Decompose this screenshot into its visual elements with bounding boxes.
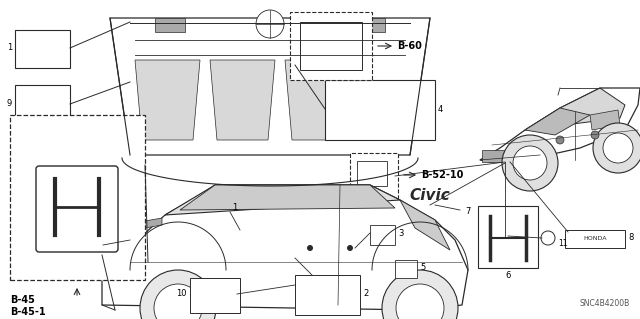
Bar [482,150,504,162]
Bar [10,115,145,280]
Polygon shape [102,185,468,310]
Circle shape [513,146,547,180]
Bar [355,18,385,32]
Text: Civic: Civic [410,188,451,203]
Text: B-45: B-45 [10,295,35,305]
Polygon shape [145,218,162,228]
Polygon shape [135,60,200,140]
Circle shape [347,245,353,251]
Polygon shape [210,60,275,140]
Text: 7: 7 [465,207,470,217]
Bar [190,278,240,313]
Polygon shape [400,200,450,250]
Text: 4: 4 [438,105,444,114]
Bar [565,230,625,248]
Polygon shape [180,185,395,210]
Bar [15,85,70,123]
Circle shape [154,284,202,319]
Bar [357,161,387,186]
Text: SNC4B4200B: SNC4B4200B [580,299,630,308]
Bar [15,30,70,68]
Polygon shape [480,88,640,162]
Circle shape [541,231,555,245]
Polygon shape [525,88,625,130]
Circle shape [593,123,640,173]
Circle shape [603,133,633,163]
Text: 9: 9 [7,100,12,108]
Bar [300,22,362,70]
Text: 8: 8 [628,234,634,242]
Circle shape [307,245,313,251]
Text: 5: 5 [420,263,425,272]
Text: 6: 6 [506,271,511,279]
Polygon shape [590,110,620,130]
Bar [295,275,360,315]
Bar [395,260,417,278]
Text: B-52-10: B-52-10 [421,170,463,180]
Text: B-60: B-60 [397,41,422,51]
Polygon shape [110,18,430,155]
Text: 2: 2 [363,288,368,298]
Polygon shape [165,185,400,215]
Text: 1: 1 [232,204,237,212]
Circle shape [591,131,599,139]
Bar [325,80,435,140]
Bar [290,12,372,80]
Bar [478,206,538,268]
Text: B-45-1: B-45-1 [10,307,45,317]
Text: HONDA: HONDA [583,236,607,241]
Text: 10: 10 [177,290,187,299]
Circle shape [556,136,564,144]
Circle shape [256,10,284,38]
Bar [350,153,398,198]
Circle shape [502,135,558,191]
Circle shape [382,270,458,319]
Text: 3: 3 [398,228,403,238]
Circle shape [396,284,444,319]
FancyBboxPatch shape [36,166,118,252]
Bar [155,18,185,32]
Text: 1: 1 [7,43,12,53]
Polygon shape [525,108,590,135]
Bar [370,225,395,245]
Polygon shape [285,60,350,140]
Circle shape [140,270,216,319]
Text: 11: 11 [558,240,568,249]
